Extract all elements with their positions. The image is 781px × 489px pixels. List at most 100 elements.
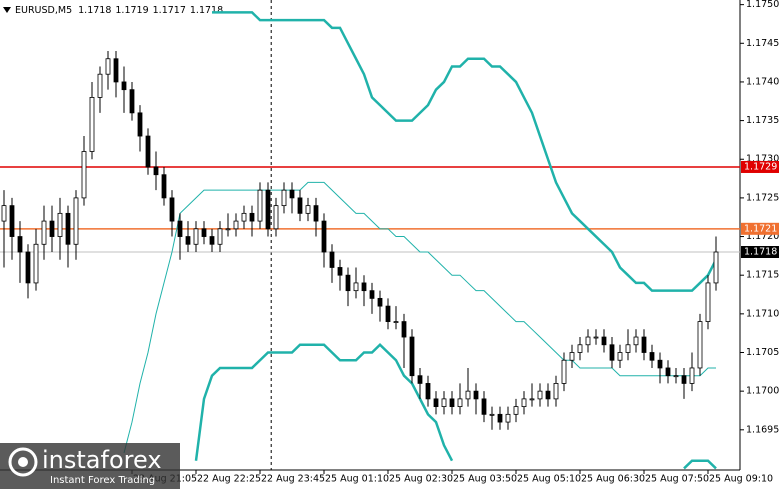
candle-body: [649, 352, 655, 361]
y-tick-label: 1.1725: [746, 192, 779, 203]
candle-body: [169, 197, 175, 222]
y-tick-label: 1.1705: [746, 347, 779, 358]
candle-body: [97, 73, 103, 98]
candle-body: [233, 220, 239, 230]
candle-body: [697, 321, 703, 369]
header: EURUSD,M5 1.1718 1.1719 1.1717 1.1718: [15, 5, 223, 16]
candle-body: [609, 344, 615, 361]
y-tick-label: 1.1735: [746, 115, 779, 126]
candle-body: [161, 174, 167, 199]
band-line: [194, 343, 454, 462]
y-tick-label: 1.1700: [746, 386, 779, 397]
tagline: Instant Forex Trading: [50, 475, 155, 486]
candle-body: [241, 212, 247, 222]
candle-body: [657, 359, 663, 369]
candle-body: [353, 282, 359, 292]
logo: [8, 447, 38, 477]
candle-body: [505, 413, 511, 423]
candle-body: [129, 89, 135, 114]
candle-body: [417, 375, 423, 384]
x-tick-label: 25 Aug 01:10: [325, 474, 389, 485]
x-tick-label: 25 Aug 02:30: [389, 474, 453, 485]
candle-body: [401, 321, 407, 338]
candle-body: [201, 228, 207, 237]
candle-body: [425, 383, 431, 400]
y-tick-label: 1.1715: [746, 270, 779, 281]
candle-body: [625, 344, 631, 353]
candle-body: [497, 413, 503, 423]
candle-body: [257, 189, 263, 222]
candle-body: [441, 398, 447, 408]
candle-body: [529, 398, 535, 401]
candle-body: [457, 398, 463, 408]
menu-arrow: [3, 7, 11, 13]
y-tick-label: 1.1740: [746, 76, 779, 87]
level-label: 1.1729: [744, 161, 777, 172]
candle-body: [537, 390, 543, 400]
brand: instaforex: [42, 446, 162, 474]
candle-body: [289, 189, 295, 199]
candle-body: [577, 344, 583, 353]
candle-body: [273, 205, 279, 230]
candle-body: [305, 205, 311, 214]
level-label-box: [741, 222, 779, 235]
candle-body: [121, 81, 127, 91]
y-tick-label: 1.1730: [746, 154, 779, 165]
candle-body: [313, 205, 319, 222]
candle-body: [545, 390, 551, 400]
candle-body: [673, 375, 679, 378]
x-tick-label: 25 Aug 07:50: [645, 474, 709, 485]
candle-body: [185, 236, 191, 245]
candle-body: [337, 267, 343, 276]
candle-body: [681, 375, 687, 384]
ohlc-value: 1.1717: [153, 5, 186, 16]
x-tick-label: 25 Aug 06:30: [581, 474, 645, 485]
candle-body: [561, 359, 567, 384]
level-label-box: [741, 160, 779, 173]
candle-body: [265, 189, 271, 230]
candle-body: [361, 282, 367, 292]
ohlc-value: 1.1718: [190, 5, 223, 16]
y-tick-label: 1.1695: [746, 424, 779, 435]
ohlc-value: 1.1719: [115, 5, 148, 16]
candle-body: [641, 336, 647, 353]
candle-body: [225, 228, 231, 231]
candle-body: [217, 228, 223, 245]
candle-body: [33, 243, 39, 284]
candle-body: [57, 212, 63, 237]
y-tick-label: 1.1750: [746, 0, 779, 10]
y-tick-label: 1.1745: [746, 38, 779, 49]
candle-body: [521, 398, 527, 408]
candle-body: [449, 398, 455, 408]
candle-body: [209, 236, 215, 245]
x-tick-label: 22 Aug 23:45: [261, 474, 325, 485]
candle-body: [689, 367, 695, 384]
candle-body: [41, 220, 47, 245]
band-line: [123, 181, 716, 454]
y-tick-label: 1.1710: [746, 308, 779, 319]
candle-body: [601, 336, 607, 346]
logo: [18, 457, 28, 467]
watermark: instaforex Instant Forex Trading: [0, 443, 180, 489]
candle-body: [585, 336, 591, 346]
x-tick-label: 25 Aug 03:50: [453, 474, 517, 485]
candle-body: [569, 352, 575, 361]
symbol: EURUSD,M5: [15, 5, 72, 16]
candle-body: [433, 398, 439, 408]
candle-body: [49, 220, 55, 237]
candle-body: [553, 383, 559, 400]
x-tick-label: 22 Aug 22:25: [197, 474, 261, 485]
candle-body: [145, 135, 151, 168]
band-line: [683, 459, 717, 470]
candle-body: [25, 251, 31, 284]
candle-body: [193, 228, 199, 245]
candle-body: [473, 390, 479, 400]
candle-body: [513, 406, 519, 415]
candle-body: [617, 352, 623, 361]
candle-body: [481, 398, 487, 415]
candle-body: [17, 236, 23, 253]
candle-body: [465, 390, 471, 400]
candle-body: [409, 336, 415, 377]
